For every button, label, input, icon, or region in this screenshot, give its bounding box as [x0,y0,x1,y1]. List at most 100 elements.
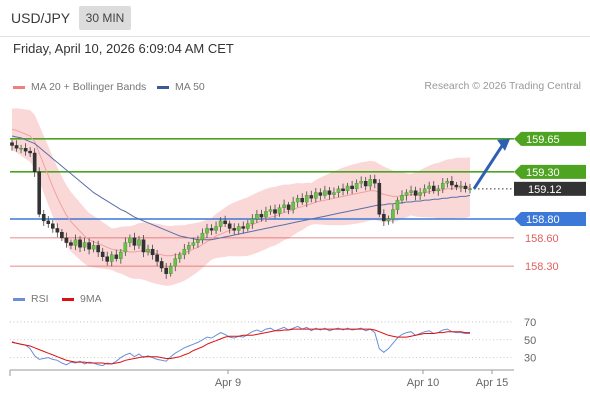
candle-body [182,248,187,256]
time-tick-label-Apr-10: Apr 10 [407,377,439,389]
candle-body [10,142,14,146]
candle-body [323,190,327,196]
candle-body [463,185,468,190]
candle-body [227,223,232,229]
candle-body [332,192,336,195]
candle-body [223,220,227,224]
candle-body [236,226,241,231]
level-tag-159.65 [514,131,586,146]
candle-body [96,245,100,253]
candle-body [395,199,400,210]
legend-ma50-swatch [157,85,169,89]
symbol-label: USD/JPY [11,10,71,26]
candle-body [69,242,73,246]
legend-ma50: MA 50 [157,81,205,93]
candle-body [177,254,182,259]
candle-body [291,201,295,210]
candle-body [309,195,314,199]
candle-body [341,188,345,191]
legend-9ma-label: 9MA [80,293,102,305]
candle-body [191,242,196,246]
candle-body [327,190,332,195]
target-arrow-shaft [472,142,506,190]
target-arrow-head [497,138,510,151]
candle-body [19,148,23,150]
candle-body [300,198,305,203]
candle-body [100,251,105,257]
candle-body [87,242,91,250]
candle-body [282,204,286,208]
candle-body [155,254,159,262]
candle-body [109,254,114,262]
legend-9ma-swatch [62,297,74,301]
candle-body [173,258,178,267]
candle-body [277,207,282,214]
timeframe-button[interactable]: 30 MIN [79,6,131,30]
ma20-line [11,128,471,257]
ma50-line [11,135,471,241]
candle-body [119,251,123,259]
candle-body [304,195,309,203]
candle-body [37,171,42,215]
candle-body [205,228,209,234]
rsi-tick-50: 50 [524,335,536,347]
legend-9ma: 9MA [62,293,102,305]
candle-body [409,190,413,193]
candle-body [454,184,459,188]
rsi-ma9-line [11,328,470,365]
candle-body [422,188,427,193]
bollinger-band [12,108,470,286]
candle-body [91,245,96,250]
candle-body [264,211,268,218]
candle-body [440,182,445,190]
candle-body [350,185,354,190]
candle-body [82,242,87,248]
candle-body [209,228,214,231]
candle-body [51,223,55,229]
candle-body [400,195,404,201]
level-label-158.30: 158.30 [525,261,559,273]
legend-ma20-label: MA 20 + Bollinger Bands [31,81,147,93]
candle-body [268,209,273,212]
candle-body [146,248,150,253]
candle-body [386,218,391,222]
candle-body [336,188,341,193]
time-tick-label-Apr-15: Apr 15 [476,377,508,389]
candle-body [382,214,386,222]
candle-body [363,181,368,187]
candle-body [214,226,218,231]
chart-header: USD/JPY 30 MIN [0,0,590,37]
level-label-159.65: 159.65 [526,134,560,146]
candle-body [132,237,137,246]
candle-body [32,152,37,173]
candle-body [459,185,463,188]
candle-body [431,185,436,191]
candle-body [427,185,431,190]
candle-body [368,179,373,187]
legend-ma50-label: MA 50 [175,81,205,93]
level-tag-159.30 [514,164,586,179]
candle-body [159,261,164,269]
candle-body [14,145,19,149]
candle-body [286,204,291,210]
legend-rsi-swatch [13,297,25,301]
time-axis: Apr 9 Apr 10 Apr 15 [9,369,514,389]
current-price-tag [514,181,586,196]
candle-body [345,185,350,191]
rsi-tick-70: 70 [524,317,536,329]
candle-body [391,209,395,220]
legend-ma20: MA 20 + Bollinger Bands [13,81,146,93]
chart-datetime: Friday, April 10, 2026 6:09:04 AM CET [13,41,234,56]
candle-body [105,256,110,262]
candle-body [404,192,409,196]
candle-body [128,237,132,243]
candle-body [23,148,28,152]
candle-body [250,218,255,224]
candle-body [246,223,250,229]
candle-body [60,231,64,239]
candle-body [273,209,277,214]
candle-body [41,214,46,222]
level-label-159.30: 159.30 [526,167,560,179]
candle-body [28,150,32,154]
candle-body [377,182,382,215]
